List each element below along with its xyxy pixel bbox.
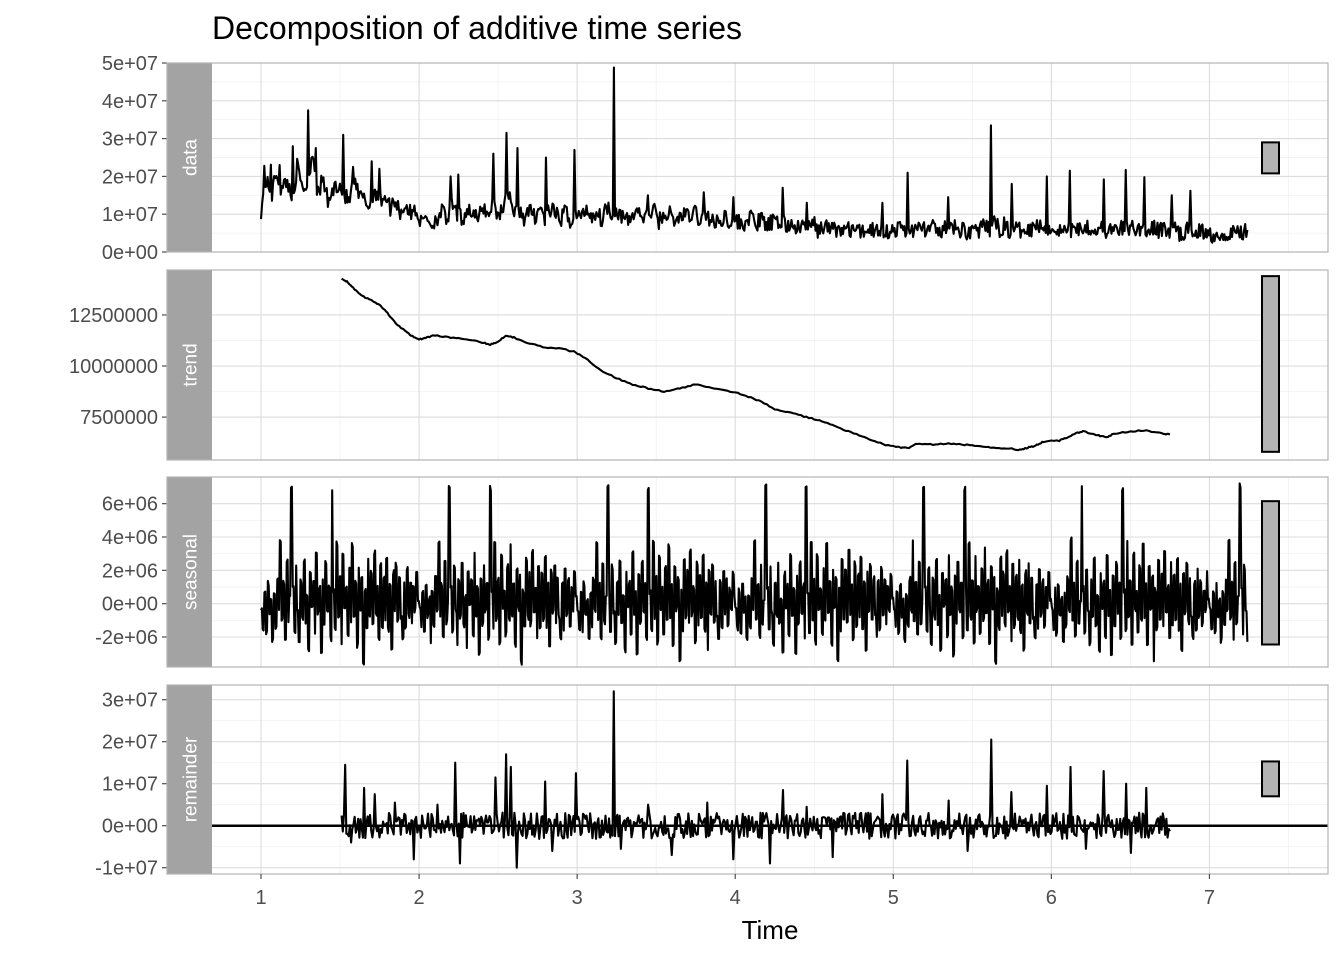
y-tick-label: 2e+07 [102,732,158,754]
y-tick-label: 6e+06 [102,494,158,516]
x-tick-label: 5 [888,887,899,909]
y-tick-label: 3e+07 [102,690,158,712]
y-tick-label: 4e+06 [102,527,158,549]
panel-trend: 7500000 10000000 12500000 trend [69,269,1329,461]
y-tick-label: 2e+07 [102,166,158,188]
x-tick-label: 6 [1046,887,1057,909]
strip-remainder [167,685,212,874]
x-axis: 1 2 3 4 5 6 7 [255,874,1215,909]
y-tick-label: 5e+07 [102,53,158,75]
strip-label: data [181,139,202,176]
y-tick-label: 4e+07 [102,91,158,113]
panel-data: 0e+00 1e+07 2e+07 3e+07 4e+07 5e+07 data [102,53,1329,264]
panel-border [166,476,1329,668]
x-axis-title: Time [742,915,799,945]
x-tick-label: 4 [730,887,741,909]
y-tick-label: 7500000 [80,407,158,429]
y-tick-label: 1e+07 [102,204,158,226]
strip-label: trend [181,343,202,386]
strip-seasonal [167,477,212,667]
y-tick-label: -1e+07 [95,858,158,880]
y-tick-label: 3e+07 [102,129,158,151]
series-line-seasonal [260,482,1249,666]
panel-border [166,684,1329,875]
x-tick-label: 2 [414,887,425,909]
series-line-remainder [340,690,1171,869]
series-line-data [259,66,1249,244]
strip-label: remainder [181,736,202,822]
y-tick-label: 12500000 [69,305,158,327]
x-tick-label: 3 [572,887,583,909]
strip-label: seasonal [181,534,202,610]
y-tick-label: 0e+00 [102,242,158,264]
x-tick-label: 7 [1204,887,1215,909]
y-tick-label: 0e+00 [102,816,158,838]
panel-seasonal: -2e+06 0e+00 2e+06 4e+06 6e+06 seasonal [95,476,1329,668]
chart-title: Decomposition of additive time series [212,10,742,46]
panel-border [166,269,1329,461]
strip-data [167,63,212,252]
series-line-trend [341,277,1171,452]
panel-border [166,62,1329,253]
y-tick-label: 2e+06 [102,560,158,582]
strip-trend [167,270,212,460]
panel-remainder: -1e+07 0e+00 1e+07 2e+07 3e+07 remainder [95,684,1329,880]
scale-bar-seasonal [1261,500,1280,646]
y-tick-label: -2e+06 [95,627,158,649]
y-tick-label: 10000000 [69,356,158,378]
y-tick-label: 1e+07 [102,774,158,796]
panels: 0e+00 1e+07 2e+07 3e+07 4e+07 5e+07 data 750000… [69,53,1329,880]
scale-bar-remainder [1261,760,1280,798]
y-tick-label: 0e+00 [102,594,158,616]
x-tick-label: 1 [255,887,266,909]
scale-bar-data [1261,141,1280,175]
scale-bar-trend [1261,275,1280,453]
